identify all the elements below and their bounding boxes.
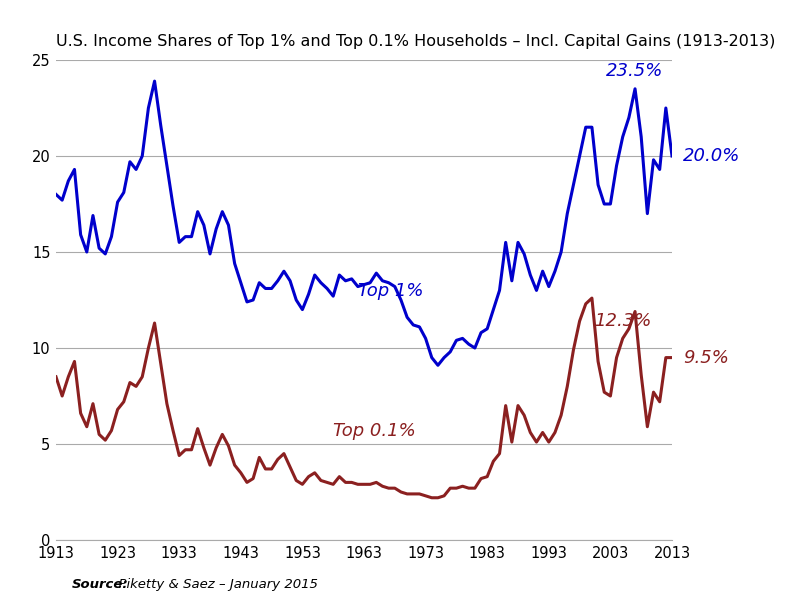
Text: Piketty & Saez – January 2015: Piketty & Saez – January 2015 — [110, 578, 318, 591]
Text: U.S. Income Shares of Top 1% and Top 0.1% Households – Incl. Capital Gains (1913: U.S. Income Shares of Top 1% and Top 0.1… — [56, 34, 775, 49]
Text: 12.3%: 12.3% — [594, 312, 651, 330]
Text: Top 0.1%: Top 0.1% — [334, 422, 416, 440]
Text: Top 1%: Top 1% — [358, 282, 423, 300]
Text: 9.5%: 9.5% — [683, 349, 729, 367]
Text: 20.0%: 20.0% — [683, 147, 741, 165]
Text: 23.5%: 23.5% — [606, 62, 664, 80]
Text: Source:: Source: — [72, 578, 129, 591]
